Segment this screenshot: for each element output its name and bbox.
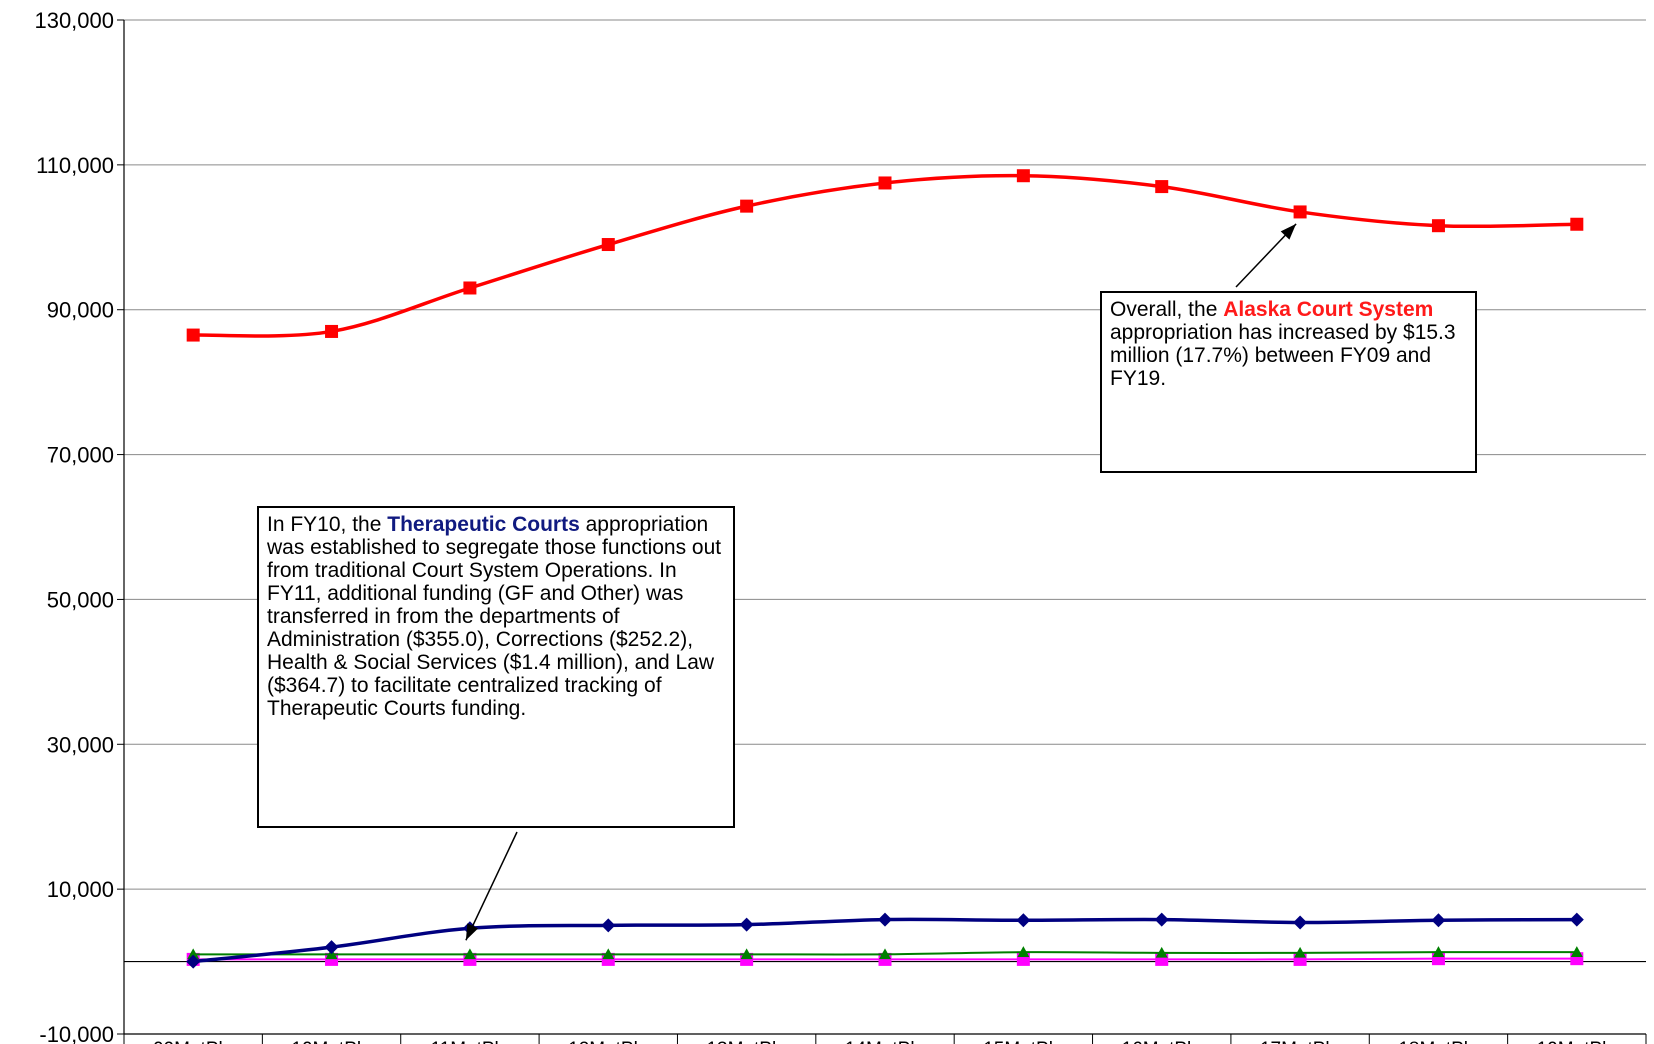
point-green_series-6 <box>1017 946 1030 957</box>
point-therapeutic_courts-7 <box>1154 912 1169 927</box>
annotation-acs-pre: Overall, the <box>1110 298 1224 321</box>
x-tick-label-8: 17MgtPln <box>1260 1039 1340 1044</box>
series-alaska_court_system <box>186 169 1584 342</box>
x-tick-label-9: 18MgtPln <box>1398 1039 1478 1044</box>
point-green_series-8 <box>1294 946 1307 958</box>
point-alaska_court_system-1 <box>325 324 339 338</box>
point-green_series-2 <box>463 948 476 960</box>
y-tick-label-5: 90,000 <box>47 298 114 323</box>
series-therapeutic_courts <box>186 912 1584 969</box>
point-therapeutic_courts-5 <box>878 912 892 927</box>
point-therapeutic_courts-10 <box>1569 912 1584 927</box>
point-therapeutic_courts-8 <box>1293 915 1308 930</box>
x-tick-label-7: 16MgtPln <box>1122 1039 1202 1044</box>
point-therapeutic_courts-0 <box>186 954 201 969</box>
x-tick-labels: 09MgtPln 10MgtPln 11MgtPln 12MgtPln 13MgtPln… <box>153 1039 1617 1044</box>
y-tick-label-3: 50,000 <box>47 587 114 612</box>
x-tick-label-1: 10MgtPln <box>291 1039 371 1044</box>
point-alaska_court_system-0 <box>186 328 200 342</box>
x-tick-label-4: 13MgtPln <box>706 1039 786 1044</box>
point-alaska_court_system-3 <box>601 238 615 252</box>
point-green_series-4 <box>740 948 753 960</box>
point-green_series-5 <box>879 948 891 960</box>
point-alaska_court_system-2 <box>463 281 477 295</box>
x-tick-label-5: 14MgtPln <box>845 1039 925 1044</box>
arrow-tc-shaft <box>465 831 518 941</box>
y-tick-labels: -10,000 10,000 30,000 50,000 70,000 90,000 110… <box>34 8 114 1044</box>
point-green_series-10 <box>1570 946 1583 957</box>
point-therapeutic_courts-1 <box>324 940 339 955</box>
y-tick-label-6: 110,000 <box>36 153 114 178</box>
point-green_series-3 <box>602 948 615 960</box>
annotation-tc-text: appropriation was established to segrega… <box>267 513 722 720</box>
point-alaska_court_system-8 <box>1293 205 1307 219</box>
annotation-arrows <box>465 223 1297 941</box>
y-tick-label-7: 130,000 <box>34 8 114 33</box>
x-tick-label-2: 11MgtPln <box>430 1039 509 1044</box>
y-tick-label-4: 70,000 <box>47 443 114 468</box>
series-lines <box>186 169 1584 969</box>
point-therapeutic_courts-9 <box>1431 913 1446 928</box>
annotation-tc-highlight: Therapeutic Courts <box>387 513 580 536</box>
x-tick-label-6: 15MgtPln <box>983 1039 1063 1044</box>
point-green_series-9 <box>1432 946 1445 957</box>
point-alaska_court_system-7 <box>1155 180 1169 194</box>
x-tick-label-0: 09MgtPln <box>153 1039 233 1044</box>
annotation-alaska-court-system: Overall, the Alaska Court System appropr… <box>1100 291 1477 473</box>
y-tick-label-2: 30,000 <box>47 732 114 757</box>
y-tick-label-0: -10,000 <box>39 1022 114 1044</box>
arrow-tc-head <box>465 923 479 941</box>
annotation-acs-highlight: Alaska Court System <box>1223 298 1434 321</box>
annotation-tc-pre: In FY10, the <box>267 513 388 536</box>
arrow-acs-head <box>1280 223 1297 240</box>
series-green_series <box>187 946 1583 960</box>
annotation-acs-text: appropriation has increased by $15.3 mil… <box>1110 321 1456 390</box>
x-tick-label-10: 19MgtPln <box>1537 1039 1617 1044</box>
point-therapeutic_courts-6 <box>1016 913 1031 928</box>
point-therapeutic_courts-3 <box>601 918 616 933</box>
x-tick-label-3: 12MgtPln <box>568 1039 648 1044</box>
point-alaska_court_system-9 <box>1431 219 1445 233</box>
point-alaska_court_system-6 <box>1016 169 1030 183</box>
point-alaska_court_system-10 <box>1570 217 1584 231</box>
point-green_series-7 <box>1155 946 1168 958</box>
point-alaska_court_system-4 <box>740 199 754 213</box>
point-alaska_court_system-5 <box>878 176 892 190</box>
annotation-therapeutic-courts: In FY10, the Therapeutic Courts appropri… <box>257 506 735 828</box>
point-green_series-0 <box>187 948 200 960</box>
y-tick-label-1: 10,000 <box>47 877 114 902</box>
point-therapeutic_courts-4 <box>739 917 754 932</box>
